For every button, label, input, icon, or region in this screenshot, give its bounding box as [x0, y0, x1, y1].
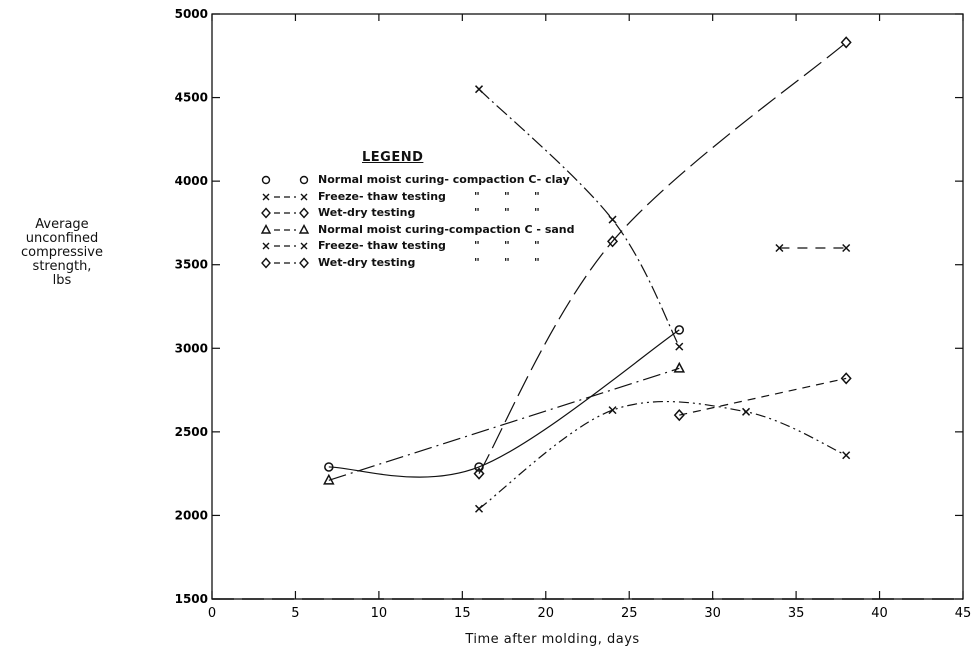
legend-label: Freeze- thaw testing — [318, 239, 446, 252]
data-point — [842, 451, 851, 460]
y-axis-label-line: lbs — [52, 273, 72, 288]
x-tick-label: 20 — [538, 606, 555, 621]
ditto-mark: " — [504, 206, 510, 219]
series-line-5 — [679, 377, 847, 416]
data-point — [474, 85, 484, 94]
y-axis-label-line: Average — [35, 217, 89, 232]
y-axis-label-line: compressive — [21, 245, 103, 260]
ditto-mark: " — [534, 189, 540, 203]
ditto-mark: " — [474, 189, 480, 203]
x-axis-label: Time after molding, days — [465, 632, 640, 647]
y-axis-label-line: unconfined — [25, 231, 99, 246]
data-point — [742, 407, 751, 416]
data-point — [842, 243, 851, 253]
data-point — [775, 243, 784, 253]
legend-symbol — [261, 256, 309, 269]
data-point — [608, 406, 617, 415]
data-point — [323, 473, 335, 485]
ditto-mark: " — [534, 239, 540, 252]
y-tick-label: 2000 — [175, 508, 208, 522]
legend-symbol — [260, 223, 310, 234]
legend-title: LEGEND — [362, 150, 424, 165]
data-point — [675, 342, 684, 351]
legend-label: Wet-dry testing — [318, 255, 416, 269]
y-tick-label: 4000 — [175, 174, 208, 188]
data-point — [608, 215, 617, 224]
x-tick-label: 45 — [955, 606, 972, 621]
ditto-mark: " — [504, 189, 510, 203]
data-point — [674, 325, 685, 335]
ditto-mark: " — [504, 239, 510, 252]
ditto-mark: " — [474, 206, 480, 219]
ditto-mark: " — [474, 239, 480, 252]
ditto-mark: " — [504, 255, 510, 269]
y-tick-label: 2500 — [175, 425, 208, 439]
legend-symbol — [262, 193, 308, 200]
y-tick-label: 3500 — [175, 258, 208, 272]
y-axis-label-line: strength, — [32, 259, 92, 274]
legend-symbol — [262, 242, 308, 250]
y-axis-label: Average unconfined compressive strength,… — [6, 218, 118, 288]
x-tick-label: 25 — [621, 606, 638, 621]
x-tick-label: 5 — [291, 606, 299, 621]
data-point — [474, 504, 484, 513]
y-tick-label: 3000 — [175, 341, 208, 355]
x-tick-label: 30 — [704, 606, 721, 621]
legend-label: Wet-dry testing — [318, 206, 416, 219]
data-point — [673, 409, 685, 422]
x-tick-label: 10 — [371, 606, 388, 621]
x-tick-label: 15 — [454, 606, 471, 621]
legend-symbol — [261, 207, 309, 219]
ditto-mark: " — [534, 206, 540, 219]
data-point — [840, 372, 852, 385]
ditto-mark: " — [534, 255, 540, 269]
x-tick-label: 0 — [208, 606, 216, 621]
y-tick-label: 5000 — [175, 7, 208, 21]
plot-frame — [211, 13, 964, 600]
series-line-2 — [478, 41, 847, 474]
x-tick-label: 35 — [788, 606, 805, 621]
y-tick-label: 1500 — [175, 592, 208, 606]
y-tick-label: 4500 — [175, 91, 208, 105]
data-point — [473, 467, 485, 480]
data-point — [673, 361, 686, 373]
data-point — [324, 462, 334, 472]
legend-symbol — [261, 175, 309, 185]
series-line-0 — [328, 329, 680, 478]
legend-label: Freeze- thaw testing — [318, 189, 446, 203]
ditto-mark: " — [474, 255, 480, 269]
series-line-4 — [478, 400, 847, 510]
data-point — [607, 235, 619, 248]
legend-label: Normal moist curing- compaction C- clay — [318, 173, 570, 186]
series-line-3 — [328, 367, 680, 481]
x-tick-label: 40 — [871, 606, 888, 621]
data-point — [840, 36, 852, 49]
legend-label: Normal moist curing-compaction C - sand — [318, 222, 575, 236]
